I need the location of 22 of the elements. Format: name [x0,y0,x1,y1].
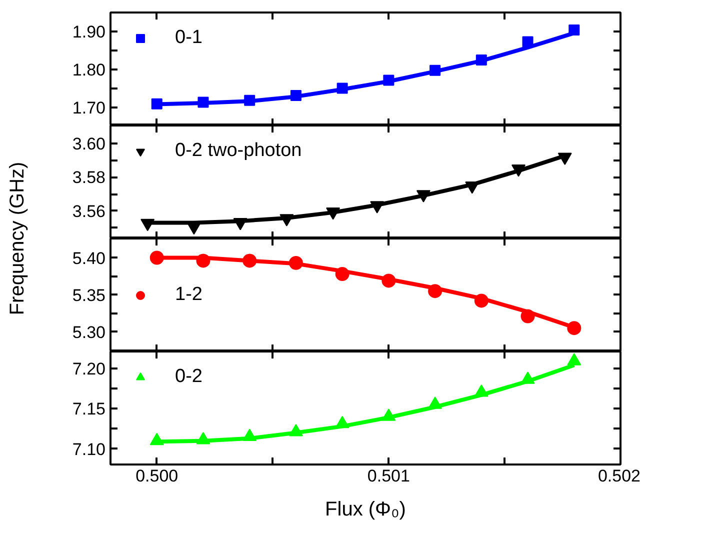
legend-label: 0-2 two-photon [175,140,302,162]
y-tick-label: 3.58 [72,168,106,188]
y-tick-label: 7.20 [72,359,106,378]
y-axis-title: Frequency (GHz) [6,162,28,316]
y-tick-label: 7.15 [72,400,106,419]
y-tick-label: 1.70 [72,98,106,118]
x-tick-label: 0.500 [136,466,178,486]
legend-label: 0-1 [175,27,202,49]
x-tick-label: 0.501 [367,466,410,486]
legend-label: 1-2 [175,284,202,306]
x-axis-title: Flux (Φ₀) [325,498,406,520]
y-tick-label: 7.10 [72,440,106,459]
y-tick-label: 3.60 [72,134,106,154]
point [567,353,582,366]
y-tick-label: 5.30 [72,322,106,342]
legend-label: 0-2 [175,366,202,388]
y-tick-label: 1.80 [72,60,106,80]
y-tick-label: 3.56 [72,202,106,221]
y-tick-label: 5.40 [72,248,106,268]
y-tick-label: 1.90 [72,22,106,42]
x-tick-label: 0.502 [598,466,641,486]
y-tick-label: 5.35 [72,286,106,305]
